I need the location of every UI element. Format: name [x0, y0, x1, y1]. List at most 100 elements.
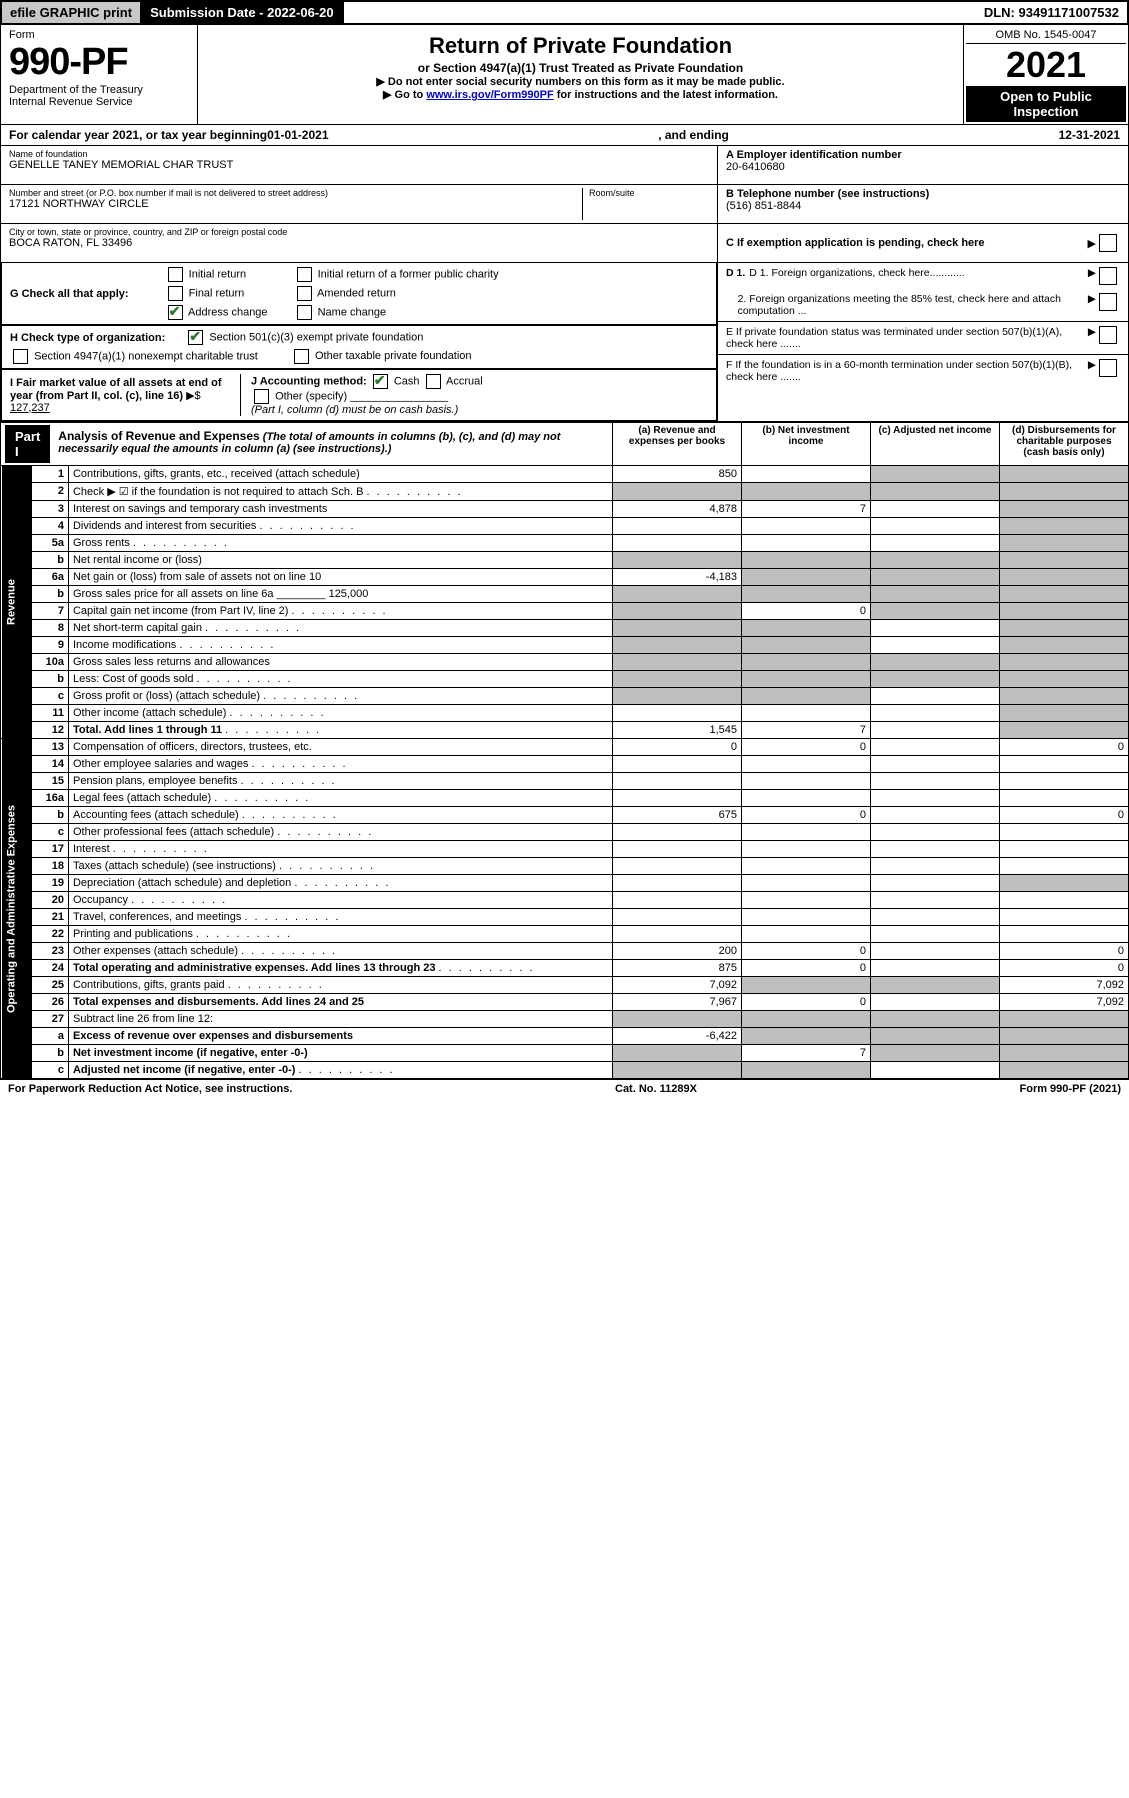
table-row: 25Contributions, gifts, grants paid 7,09…: [1, 977, 1129, 994]
table-row: 12Total. Add lines 1 through 11 1,5457: [1, 722, 1129, 739]
part1-tab: Part I: [5, 425, 50, 463]
ein-value: 20-6410680: [726, 161, 1120, 173]
city-label: City or town, state or province, country…: [9, 227, 709, 237]
irs-label: Internal Revenue Service: [9, 96, 189, 108]
name-change-checkbox[interactable]: [297, 305, 312, 320]
ein-label: A Employer identification number: [726, 149, 1120, 161]
d1-checkbox[interactable]: [1099, 267, 1117, 285]
501c3-checkbox[interactable]: [188, 330, 203, 345]
table-row: 11Other income (attach schedule): [1, 705, 1129, 722]
e-checkbox[interactable]: [1099, 326, 1117, 344]
d2-label: 2. Foreign organizations meeting the 85%…: [738, 293, 1088, 317]
table-row: cOther professional fees (attach schedul…: [1, 824, 1129, 841]
col-b-header: (b) Net investment income: [742, 423, 871, 466]
submission-date: Submission Date - 2022-06-20: [142, 2, 344, 23]
table-row: 8Net short-term capital gain: [1, 620, 1129, 637]
dln: DLN: 93491171007532: [976, 2, 1127, 23]
col-d-header: (d) Disbursements for charitable purpose…: [1000, 423, 1129, 466]
table-row: 5aGross rents: [1, 535, 1129, 552]
4947-checkbox[interactable]: [13, 349, 28, 364]
entity-info-block: Name of foundation GENELLE TANEY MEMORIA…: [0, 146, 1129, 263]
final-return-checkbox[interactable]: [168, 286, 183, 301]
side-label: Operating and Administrative Expenses: [1, 739, 32, 1079]
calendar-year-row: For calendar year 2021, or tax year begi…: [0, 125, 1129, 146]
g-label: G Check all that apply:: [10, 288, 129, 300]
initial-public-checkbox[interactable]: [297, 267, 312, 282]
table-row: 3Interest on savings and temporary cash …: [1, 501, 1129, 518]
table-row: aExcess of revenue over expenses and dis…: [1, 1028, 1129, 1045]
cat-no: Cat. No. 11289X: [615, 1083, 697, 1095]
table-row: 15Pension plans, employee benefits: [1, 773, 1129, 790]
section-g: G Check all that apply: Initial return F…: [1, 263, 717, 325]
table-row: cAdjusted net income (if negative, enter…: [1, 1062, 1129, 1079]
table-row: cGross profit or (loss) (attach schedule…: [1, 688, 1129, 705]
table-row: 26Total expenses and disbursements. Add …: [1, 994, 1129, 1011]
other-taxable-checkbox[interactable]: [294, 349, 309, 364]
exemption-checkbox[interactable]: [1099, 234, 1117, 252]
side-label: Revenue: [1, 466, 32, 739]
f-label: F If the foundation is in a 60-month ter…: [726, 359, 1088, 383]
year-end: 12-31-2021: [1059, 128, 1120, 142]
top-bar: efile GRAPHIC print Submission Date - 20…: [0, 0, 1129, 25]
dept-treasury: Department of the Treasury: [9, 84, 189, 96]
address-label: Number and street (or P.O. box number if…: [9, 188, 582, 198]
table-row: 17Interest: [1, 841, 1129, 858]
paperwork-notice: For Paperwork Reduction Act Notice, see …: [8, 1083, 292, 1095]
instructions-link[interactable]: www.irs.gov/Form990PF: [426, 89, 553, 101]
efile-print-button[interactable]: efile GRAPHIC print: [2, 2, 142, 23]
amended-return-checkbox[interactable]: [297, 286, 312, 301]
j-note: (Part I, column (d) must be on cash basi…: [251, 404, 708, 416]
other-method-checkbox[interactable]: [254, 389, 269, 404]
instructions-link-line: ▶ Go to www.irs.gov/Form990PF for instru…: [204, 88, 957, 101]
tax-year: 2021: [966, 44, 1126, 86]
table-row: 4Dividends and interest from securities: [1, 518, 1129, 535]
table-row: 9Income modifications: [1, 637, 1129, 654]
table-row: 7Capital gain net income (from Part IV, …: [1, 603, 1129, 620]
table-row: 10aGross sales less returns and allowanc…: [1, 654, 1129, 671]
address-change-checkbox[interactable]: [168, 305, 183, 320]
table-row: 27Subtract line 26 from line 12:: [1, 1011, 1129, 1028]
section-i-j: I Fair market value of all assets at end…: [1, 369, 717, 421]
h-label: H Check type of organization:: [10, 332, 165, 344]
phone-label: B Telephone number (see instructions): [726, 188, 1120, 200]
table-row: bGross sales price for all assets on lin…: [1, 586, 1129, 603]
form-subtitle: or Section 4947(a)(1) Trust Treated as P…: [204, 61, 957, 75]
initial-return-checkbox[interactable]: [168, 267, 183, 282]
page-footer: For Paperwork Reduction Act Notice, see …: [0, 1079, 1129, 1098]
cash-checkbox[interactable]: [373, 374, 388, 389]
phone-value: (516) 851-8844: [726, 200, 1120, 212]
e-label: E If private foundation status was termi…: [726, 326, 1088, 350]
j-label: J Accounting method:: [251, 375, 367, 387]
table-row: bNet rental income or (loss): [1, 552, 1129, 569]
city-value: BOCA RATON, FL 33496: [9, 237, 709, 249]
omb-number: OMB No. 1545-0047: [966, 27, 1126, 44]
table-row: 22Printing and publications: [1, 926, 1129, 943]
table-row: bAccounting fees (attach schedule) 67500: [1, 807, 1129, 824]
table-row: Operating and Administrative Expenses13C…: [1, 739, 1129, 756]
foundation-name-label: Name of foundation: [9, 149, 709, 159]
room-label: Room/suite: [589, 188, 709, 198]
form-footer: Form 990-PF (2021): [1020, 1083, 1121, 1095]
d2-checkbox[interactable]: [1099, 293, 1117, 311]
d1-label: D 1. Foreign organizations, check here..…: [749, 267, 1088, 279]
table-row: 6aNet gain or (loss) from sale of assets…: [1, 569, 1129, 586]
form-label: Form: [9, 29, 189, 41]
accrual-checkbox[interactable]: [426, 374, 441, 389]
col-c-header: (c) Adjusted net income: [871, 423, 1000, 466]
table-row: 24Total operating and administrative exp…: [1, 960, 1129, 977]
table-row: 21Travel, conferences, and meetings: [1, 909, 1129, 926]
section-h: H Check type of organization: Section 50…: [1, 325, 717, 369]
table-row: 16aLegal fees (attach schedule): [1, 790, 1129, 807]
table-row: 14Other employee salaries and wages: [1, 756, 1129, 773]
exemption-pending-label: C If exemption application is pending, c…: [726, 237, 1088, 249]
table-row: 23Other expenses (attach schedule) 20000: [1, 943, 1129, 960]
form-title: Return of Private Foundation: [204, 33, 957, 59]
f-checkbox[interactable]: [1099, 359, 1117, 377]
year-begin: 01-01-2021: [267, 128, 328, 142]
table-row: 18Taxes (attach schedule) (see instructi…: [1, 858, 1129, 875]
open-to-public: Open to Public Inspection: [966, 86, 1126, 122]
table-row: Revenue1Contributions, gifts, grants, et…: [1, 466, 1129, 483]
table-row: 20Occupancy: [1, 892, 1129, 909]
table-row: 2Check ▶ ☑ if the foundation is not requ…: [1, 483, 1129, 501]
form-number: 990-PF: [9, 41, 189, 84]
